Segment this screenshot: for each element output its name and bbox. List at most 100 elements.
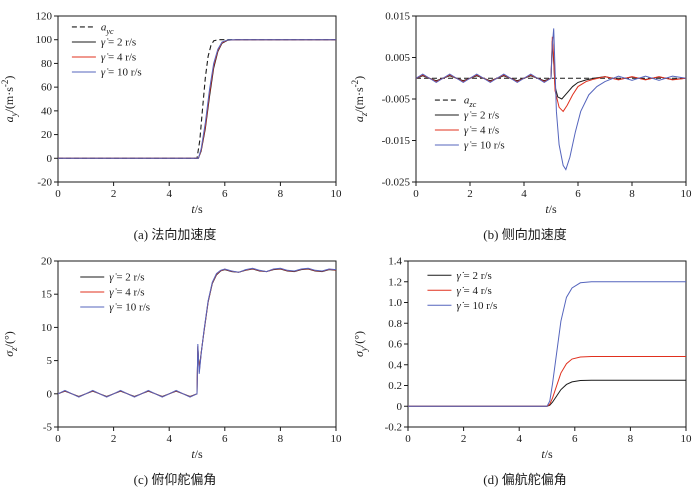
y-tick-label: 0.015 bbox=[385, 11, 410, 23]
x-tick-label: 6 bbox=[222, 433, 228, 445]
plot-border bbox=[407, 260, 687, 428]
legend-label-azc-command: azc bbox=[464, 95, 477, 110]
series-line-ayc-command bbox=[58, 39, 336, 159]
y-axis-label: σz/(°) bbox=[2, 331, 19, 357]
y-tick-label: 1.4 bbox=[388, 256, 402, 268]
x-tick-label: 10 bbox=[331, 188, 343, 200]
x-axis-label: t/s bbox=[545, 202, 557, 216]
y-tick-label: 15 bbox=[41, 289, 53, 301]
y-tick-label: -0.015 bbox=[382, 135, 411, 147]
chart-c-caption: (c) 俯仰舵偏角 bbox=[133, 472, 217, 487]
x-tick-label: 0 bbox=[413, 188, 419, 200]
series-line-gamma-4 bbox=[58, 39, 336, 159]
x-tick-label: 4 bbox=[166, 188, 172, 200]
line-chart-yaw-rudder-deflection: 0 2 4 6 8 10-0.200.20.40.60.81.01.21.4t/sσy/(… bbox=[352, 256, 692, 462]
x-axis-label: t/s bbox=[541, 447, 553, 461]
y-tick-label: -0.025 bbox=[382, 177, 411, 189]
y-tick-label: 20 bbox=[41, 129, 53, 141]
legend-label-gamma-2: γ̇ = 2 r/s bbox=[101, 36, 136, 48]
x-tick-label: 8 bbox=[278, 188, 284, 200]
series-line-gamma-10 bbox=[408, 281, 686, 407]
legend-label-gamma-4: γ̇ = 4 r/s bbox=[464, 125, 499, 137]
y-tick-label: 0 bbox=[47, 153, 53, 165]
y-tick-label: 1.2 bbox=[388, 276, 402, 288]
y-tick-label: 1.0 bbox=[388, 297, 402, 309]
y-tick-label: 10 bbox=[41, 322, 53, 334]
y-tick-label: 0.005 bbox=[385, 52, 410, 64]
x-tick-label: 10 bbox=[331, 433, 343, 445]
y-tick-label: 5 bbox=[47, 355, 53, 367]
x-tick-label: 8 bbox=[629, 188, 635, 200]
x-tick-label: 0 bbox=[55, 433, 61, 445]
y-tick-label: 0.6 bbox=[388, 339, 402, 351]
chart-yaw-rudder-deflection: 0 2 4 6 8 10 -0.2 0 0.2 0.4 0.6 0.8 1.0 1.2 1.4 t/s σy/(… bbox=[350, 245, 700, 491]
series-group bbox=[57, 267, 337, 398]
series-group bbox=[415, 28, 687, 171]
plot-area-d: 0 2 4 6 8 10-0.200.20.40.60.81.01.21.4t/sσy/(… bbox=[352, 256, 692, 462]
legend-label-gamma-4: γ̇ = 4 r/s bbox=[101, 51, 136, 63]
series-line-gamma-2 bbox=[58, 39, 336, 159]
chart-b-caption: (b) 侧向加速度 bbox=[483, 227, 567, 242]
x-tick-label: 2 bbox=[467, 188, 473, 200]
y-tick-label: 40 bbox=[41, 105, 53, 117]
x-tick-label: 10 bbox=[681, 188, 693, 200]
legend-label-gamma-10: γ̇ = 10 r/s bbox=[109, 301, 150, 313]
x-tick-label: 6 bbox=[572, 433, 578, 445]
line-chart-lateral-acceleration: 0 2 4 6 8 10 -0.025 -0.015 -0.005 0.005 0.015 t/s az… bbox=[350, 11, 692, 217]
chart-a-caption: (a) 法向加速度 bbox=[133, 227, 217, 242]
legend-label-ayc-command: ayc bbox=[101, 21, 114, 36]
legend-label-gamma-2: γ̇ = 2 r/s bbox=[456, 270, 491, 282]
legend-label-gamma-10: γ̇ = 10 r/s bbox=[101, 66, 142, 78]
legend-label-gamma-10: γ̇ = 10 r/s bbox=[456, 300, 497, 312]
plot-border bbox=[57, 260, 337, 428]
legend: γ̇ = 2 r/s γ̇ = 4 r/s γ̇ = 10 r/s bbox=[80, 271, 150, 313]
x-tick-label: 10 bbox=[681, 433, 693, 445]
chart-d-caption: (d) 偏航舵偏角 bbox=[483, 472, 567, 487]
x-tick-label: 6 bbox=[575, 188, 581, 200]
y-axis-label: ay/(m·s-2) bbox=[0, 76, 19, 123]
x-tick-label: 2 bbox=[111, 433, 117, 445]
plot-border bbox=[57, 15, 337, 183]
axes-ticks: 0 2 4 6 8 10 -0.025 -0.015 -0.005 0.005 0.015 bbox=[382, 11, 692, 201]
line-chart-normal-acceleration: 0 2 4 6 8 10-20020406080100120t/say/(m·s-2)ay… bbox=[0, 11, 342, 217]
series-line-gamma-10 bbox=[415, 28, 687, 171]
legend-label-gamma-2: γ̇ = 2 r/s bbox=[464, 110, 499, 122]
y-tick-label: 100 bbox=[36, 34, 53, 46]
x-tick-label: 0 bbox=[55, 188, 61, 200]
plot-area-b: 0 2 4 6 8 10 -0.025 -0.015 -0.005 0.005 0.015 t/s az… bbox=[350, 11, 692, 217]
y-tick-label: -0.2 bbox=[385, 422, 402, 434]
y-tick-label: 0.2 bbox=[388, 380, 402, 392]
y-tick-label: 0 bbox=[397, 401, 403, 413]
legend-label-gamma-2: γ̇ = 2 r/s bbox=[109, 271, 144, 283]
y-tick-label: 0 bbox=[47, 388, 53, 400]
x-tick-label: 2 bbox=[461, 433, 467, 445]
plot-area-a: 0 2 4 6 8 10-20020406080100120t/say/(m·s-2)ay… bbox=[0, 11, 342, 217]
y-axis-label: az/(m·s-2) bbox=[350, 76, 369, 122]
y-tick-label: -20 bbox=[37, 177, 52, 189]
legend-label-gamma-10: γ̇ = 10 r/s bbox=[464, 140, 505, 152]
series-group bbox=[408, 281, 686, 407]
y-tick-label: 80 bbox=[41, 58, 53, 70]
y-tick-label: 120 bbox=[36, 11, 53, 23]
x-tick-label: 2 bbox=[111, 188, 117, 200]
y-tick-label: 20 bbox=[41, 256, 53, 268]
x-tick-label: 6 bbox=[222, 188, 228, 200]
series-line-gamma-10 bbox=[58, 39, 336, 159]
series-group bbox=[58, 39, 336, 159]
legend-label-gamma-4: γ̇ = 4 r/s bbox=[456, 285, 491, 297]
chart-lateral-acceleration: 0 2 4 6 8 10 -0.025 -0.015 -0.005 0.005 0.015 t/s az… bbox=[350, 0, 700, 245]
x-axis-label: t/s bbox=[191, 202, 203, 216]
chart-pitch-rudder-deflection: 0 2 4 6 8 10 -5 0 5 10 15 20 t/s σz/(°) γ̇ = 2 r/s γ̇ =… bbox=[0, 245, 350, 491]
x-tick-label: 4 bbox=[521, 188, 527, 200]
y-tick-label: 0.4 bbox=[388, 359, 402, 371]
y-tick-label: 60 bbox=[41, 82, 53, 94]
series-line-gamma-2 bbox=[408, 379, 686, 407]
y-tick-label: 0.8 bbox=[388, 318, 402, 330]
y-tick-label: -0.005 bbox=[382, 94, 411, 106]
plot-border bbox=[415, 15, 687, 183]
